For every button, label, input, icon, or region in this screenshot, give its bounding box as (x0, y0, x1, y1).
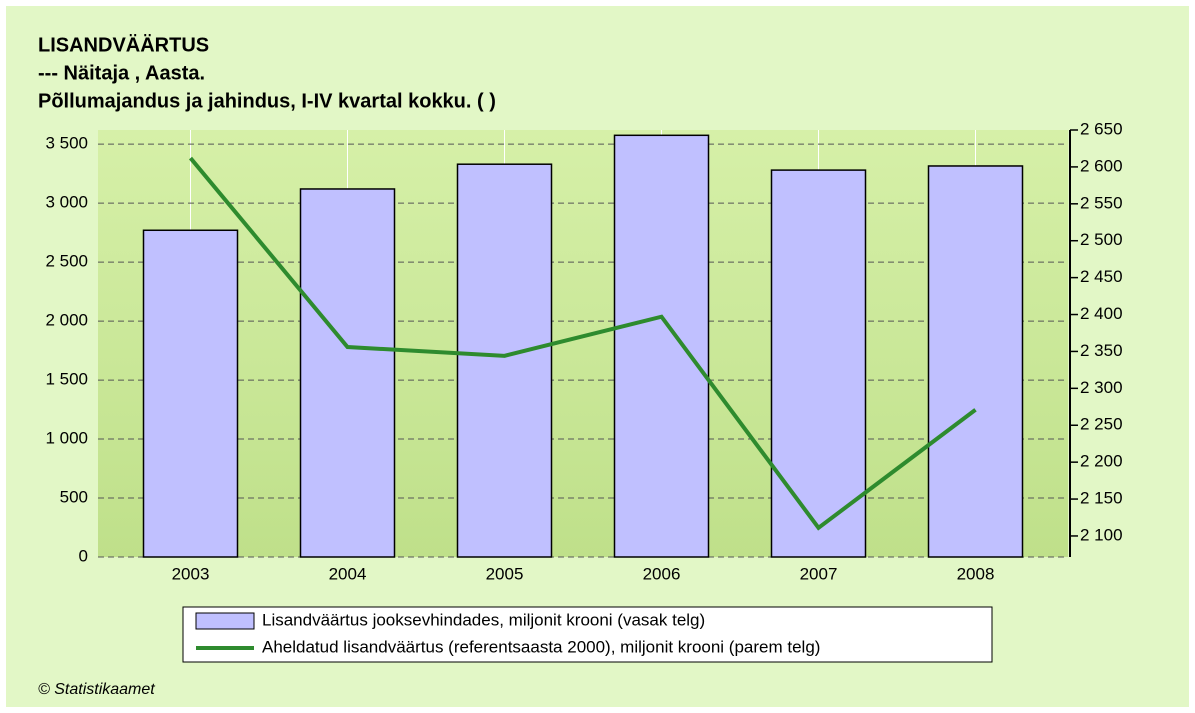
chart-title: LISANDVÄÄRTUS (38, 33, 209, 56)
subtitle: Põllumajandus ja jahindus, I-IV kvartal … (38, 90, 496, 112)
subtitle: --- Näitaja , Aasta. (38, 62, 205, 84)
bar (456, 163, 553, 558)
y-tick-label: 2 500 (45, 252, 88, 271)
y-tick-label: 1 500 (45, 370, 88, 389)
y2-tick-label: 2 350 (1080, 341, 1123, 360)
y2-tick-label: 2 550 (1080, 193, 1123, 212)
bar (142, 229, 239, 558)
y2-tick-label: 2 500 (1080, 230, 1123, 249)
legend-swatch (195, 612, 255, 630)
legend (182, 606, 993, 663)
x-tick-label: 2003 (172, 564, 210, 583)
x-tick-label: 2004 (329, 564, 367, 583)
y2-tick-label: 2 400 (1080, 304, 1123, 323)
y-tick-label: 2 000 (45, 311, 88, 330)
bar (927, 165, 1024, 558)
y-tick-label: 500 (60, 488, 88, 507)
bar (613, 134, 710, 558)
x-tick-label: 2008 (957, 564, 995, 583)
x-tick-label: 2006 (643, 564, 681, 583)
y-tick-label: 0 (79, 546, 88, 565)
y2-tick-label: 2 450 (1080, 267, 1123, 286)
y2-tick-label: 2 300 (1080, 378, 1123, 397)
source: © Statistikaamet (38, 681, 155, 698)
plot-area (98, 130, 1068, 557)
y2-tick-label: 2 100 (1080, 525, 1123, 544)
y2-tick-label: 2 600 (1080, 156, 1123, 175)
y2-tick-label: 2 650 (1080, 119, 1123, 138)
y2-tick-label: 2 250 (1080, 415, 1123, 434)
bar (770, 169, 867, 558)
x-tick-label: 2007 (800, 564, 838, 583)
legend-label: Lisandväärtus jooksevhindades, miljonit … (262, 610, 705, 629)
legend-label: Aheldatud lisandväärtus (referentsaasta … (262, 637, 820, 656)
y2-tick-label: 2 150 (1080, 489, 1123, 508)
x-tick-label: 2005 (486, 564, 524, 583)
line (188, 156, 977, 531)
y-tick-label: 3 500 (45, 134, 88, 153)
y-tick-label: 1 000 (45, 429, 88, 448)
y2-tick-label: 2 200 (1080, 452, 1123, 471)
y-tick-label: 3 000 (45, 193, 88, 212)
bar (299, 188, 396, 558)
